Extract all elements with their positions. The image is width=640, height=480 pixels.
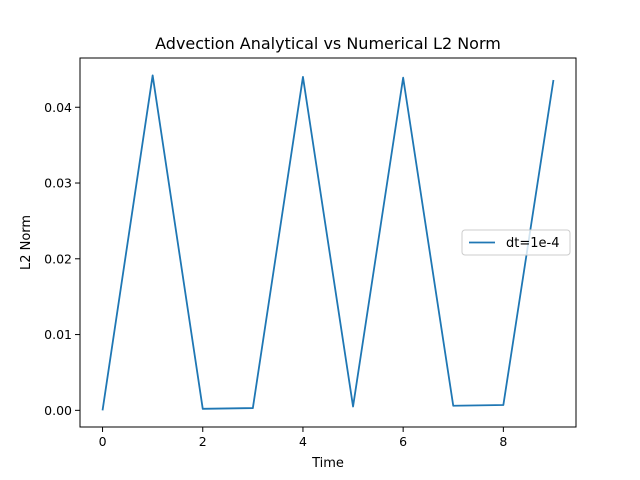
y-tick-label: 0.00: [44, 403, 72, 418]
series-line: [101, 74, 555, 411]
x-tick-label: 2: [199, 434, 207, 449]
y-axis-label: L2 Norm: [19, 215, 34, 270]
y-tick-label: 0.03: [44, 176, 72, 191]
x-axis-label: Time: [311, 456, 344, 471]
y-axis: 0.00 0.01 0.02 0.03 0.04: [44, 100, 80, 418]
plot-frame: [79, 57, 577, 428]
y-tick-label: 0.01: [44, 327, 72, 342]
y-tick-label: 0.02: [44, 251, 72, 266]
x-tick-label: 6: [399, 434, 407, 449]
legend-box: [461, 229, 571, 256]
x-tick-label: 4: [299, 434, 307, 449]
legend-label: dt=1e-4: [506, 236, 559, 251]
x-axis: 0 2 4 6 8: [99, 427, 507, 449]
legend: dt=1e-4: [461, 229, 571, 256]
x-tick-label: 8: [499, 434, 507, 449]
x-tick-label: 0: [99, 434, 107, 449]
y-tick-label: 0.04: [44, 100, 72, 115]
plot-area: [101, 74, 555, 411]
chart-title: Advection Analytical vs Numerical L2 Nor…: [155, 34, 501, 53]
